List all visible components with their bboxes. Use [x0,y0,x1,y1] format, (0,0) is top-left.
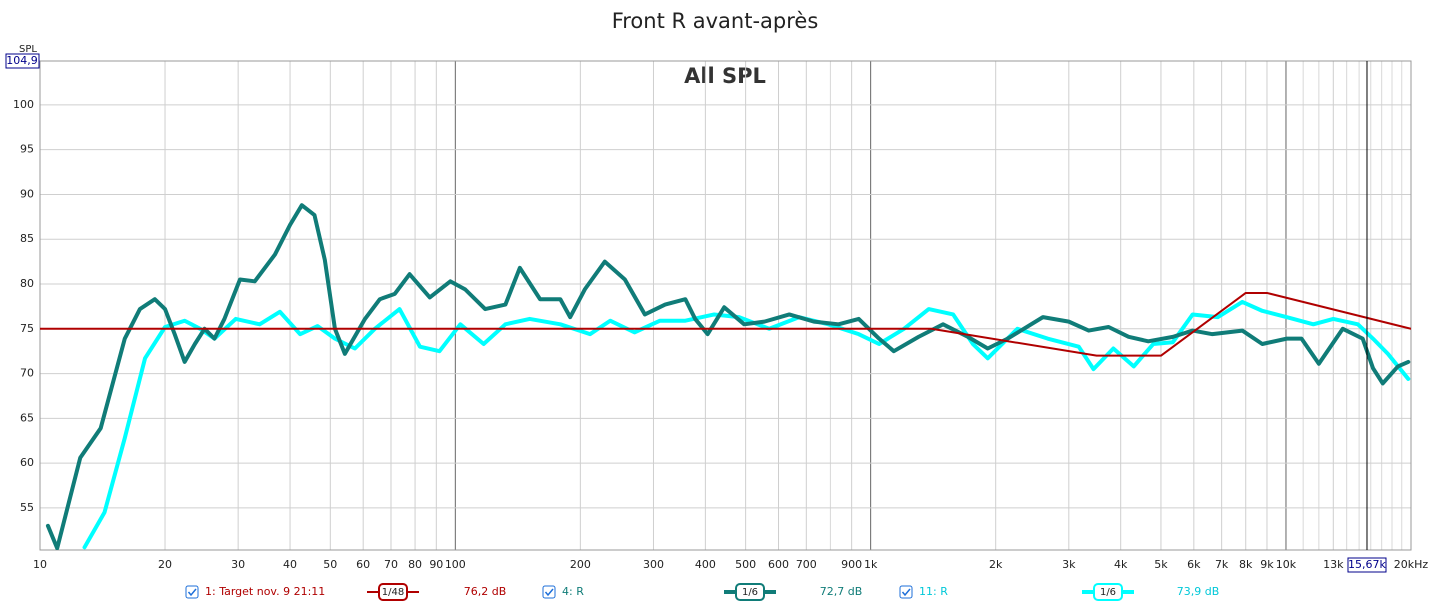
checkbox[interactable] [542,585,556,599]
x-tick-label: 60 [356,558,370,571]
smoothing-box[interactable] [735,583,765,601]
checkmark [901,588,911,597]
checkmark [187,588,197,597]
y-tick-label: 70 [20,367,34,380]
x-tick-label: 10 [33,558,47,571]
legend-label: 4: R [562,585,584,598]
x-tick-label: 600 [768,558,789,571]
chart-title: Front R avant-après [612,9,819,33]
x-tick-label: 6k [1187,558,1201,571]
x-tick-label: 10k [1276,558,1297,571]
x-tick-label: 100 [445,558,466,571]
x-tick-label: 900 [841,558,862,571]
checkbox[interactable] [185,585,199,599]
line [40,291,1411,357]
x-tick-label: 5k [1154,558,1168,571]
line [45,203,1411,550]
y-tick-label: 85 [20,232,34,245]
y-axis-label: SPL [19,44,37,55]
x-tick-label: 50 [323,558,337,571]
x-tick-label: 700 [796,558,817,571]
legend-level: 76,2 dB [464,585,507,598]
y-tick-box [5,53,40,69]
plot-frame [39,60,1412,551]
legend-label: 11: R [919,585,948,598]
cursor-label: 15,67k [1348,558,1386,571]
legend-level: 72,7 dB [820,585,863,598]
x-tick-label: 13k [1323,558,1344,571]
x-tick-label: 20 [158,558,172,571]
y-tick-label: 95 [20,143,34,156]
legend: 1: Target nov. 9 21:11 1/48 76,2 dB 4: R 1/6… [185,583,1220,601]
smoothing-box[interactable] [378,583,408,601]
series [45,203,1411,550]
x-tick-label: 3k [1062,558,1076,571]
x-tick-label: 2k [989,558,1003,571]
smoothing-label: 1/6 [742,587,758,598]
smoothing-box[interactable] [1093,583,1123,601]
series [82,299,1411,550]
x-tick-label: 500 [735,558,756,571]
smoothing-label: 1/6 [1100,587,1116,598]
x-tick-label: 20kHz [1394,558,1429,571]
x-tick-label: 70 [384,558,398,571]
y-tick-label: 55 [20,501,34,514]
y-tick-label: 104,9 [6,54,38,67]
smoothing-label: 1/48 [382,587,404,598]
line [82,299,1411,550]
x-tick-label: 8k [1239,558,1253,571]
chart-subtitle: All SPL [684,64,766,88]
y-tick-label: 65 [20,411,34,424]
y-tick-label: 75 [20,322,34,335]
x-tick-label: 300 [643,558,664,571]
x-tick-label: 40 [283,558,297,571]
y-tick-label: 90 [20,187,34,200]
checkmark [544,588,554,597]
cursor-box [1347,557,1387,573]
x-tick-label: 90 [429,558,443,571]
x-tick-label: 4k [1114,558,1128,571]
legend-label: 1: Target nov. 9 21:11 [205,585,325,598]
x-tick-label: 1k [864,558,878,571]
legend-level: 73,9 dB [1177,585,1220,598]
x-tick-label: 7k [1215,558,1229,571]
x-tick-label: 30 [231,558,245,571]
series [40,291,1411,357]
x-tick-label: 400 [695,558,716,571]
y-tick-label: 80 [20,277,34,290]
y-tick-label: 100 [13,98,34,111]
x-tick-label: 80 [408,558,422,571]
checkbox[interactable] [899,585,913,599]
x-tick-label: 9k [1260,558,1274,571]
y-tick-label: 60 [20,456,34,469]
x-tick-label: 200 [570,558,591,571]
